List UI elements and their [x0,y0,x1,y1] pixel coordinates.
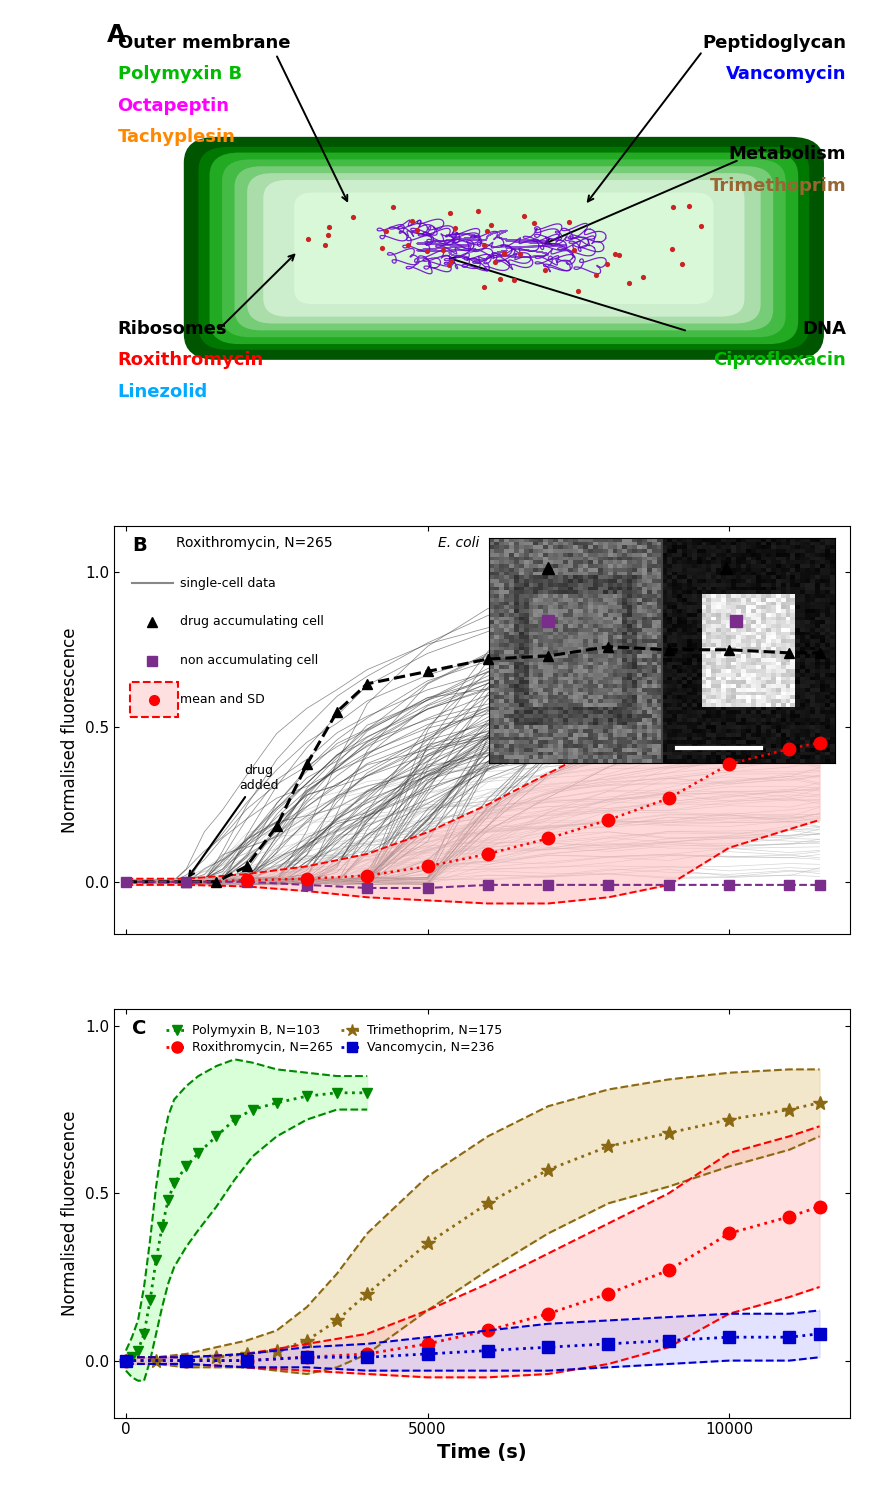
Point [385,195,399,219]
Point [436,238,450,262]
Point [538,258,552,282]
Point [636,264,650,288]
Text: Outer membrane: Outer membrane [117,34,290,53]
Point [444,249,458,273]
Point [506,267,520,291]
Point [443,201,457,225]
Point [471,200,485,223]
Point [442,252,456,276]
Point [666,237,680,261]
Text: Octapeptin: Octapeptin [117,98,230,116]
Text: Polymyxin B: Polymyxin B [117,66,242,84]
Point [666,195,680,219]
Point [608,243,622,267]
Text: non accumulating cell: non accumulating cell [180,654,318,668]
Point [498,242,512,266]
Text: Vancomycin: Vancomycin [725,66,846,84]
Text: Linezolid: Linezolid [117,382,208,400]
FancyBboxPatch shape [184,136,824,360]
Text: Ciprofloxacin: Ciprofloxacin [713,351,846,369]
Legend: Polymyxin B, N=103, Roxithromycin, N=265, Trimethoprim, N=175, Vancomycin, N=236: Polymyxin B, N=103, Roxithromycin, N=265… [160,1020,507,1059]
Text: single-cell data: single-cell data [180,576,276,590]
Point [694,213,708,237]
Y-axis label: Normalised fluorescence: Normalised fluorescence [61,1110,80,1316]
Text: B: B [132,536,147,555]
Point [612,243,626,267]
FancyBboxPatch shape [199,147,809,350]
Point [562,210,576,234]
Text: Metabolism: Metabolism [729,146,846,164]
FancyBboxPatch shape [264,180,745,316]
Point [589,262,603,286]
FancyBboxPatch shape [294,192,714,304]
Text: Trimethoprim: Trimethoprim [710,177,846,195]
Text: drug accumulating cell: drug accumulating cell [180,615,324,628]
X-axis label: Time (s): Time (s) [437,1443,526,1462]
Point [517,204,531,228]
Point [477,274,491,298]
FancyBboxPatch shape [247,172,760,324]
FancyBboxPatch shape [209,153,798,344]
Text: E. coli: E. coli [438,536,479,550]
Text: Ribosomes: Ribosomes [117,320,227,338]
Point [526,210,540,234]
Point [682,194,696,217]
Point [401,232,415,256]
Text: DNA: DNA [802,320,846,338]
Point [600,252,614,276]
Point [477,232,491,256]
FancyBboxPatch shape [222,159,786,338]
Point [675,252,689,276]
Point [346,204,360,228]
Point [405,209,419,232]
Text: Peptidoglycan: Peptidoglycan [702,34,846,53]
Point [420,240,434,264]
Text: mean and SD: mean and SD [180,693,265,706]
Point [622,272,636,296]
Text: A: A [107,22,126,46]
Point [480,219,494,243]
Point [493,267,507,291]
Point [512,242,526,266]
Point [321,224,335,248]
Point [571,279,585,303]
Point [318,232,332,256]
FancyBboxPatch shape [235,166,774,330]
Text: drug
added: drug added [189,764,279,876]
Point [488,251,502,274]
Text: Roxithromycin, N=265: Roxithromycin, N=265 [176,536,337,550]
Text: Tachyplesin: Tachyplesin [117,129,236,147]
Point [567,238,581,262]
Point [448,216,462,240]
Point [484,213,498,237]
Point [410,217,424,242]
Y-axis label: Normalised fluorescence: Normalised fluorescence [61,627,80,833]
Point [497,243,511,267]
Point [301,226,315,251]
Point [322,216,336,240]
Text: Roxithromycin: Roxithromycin [117,351,264,369]
FancyBboxPatch shape [130,682,178,717]
Point [378,219,392,243]
Point [375,236,389,260]
Text: C: C [132,1020,146,1038]
